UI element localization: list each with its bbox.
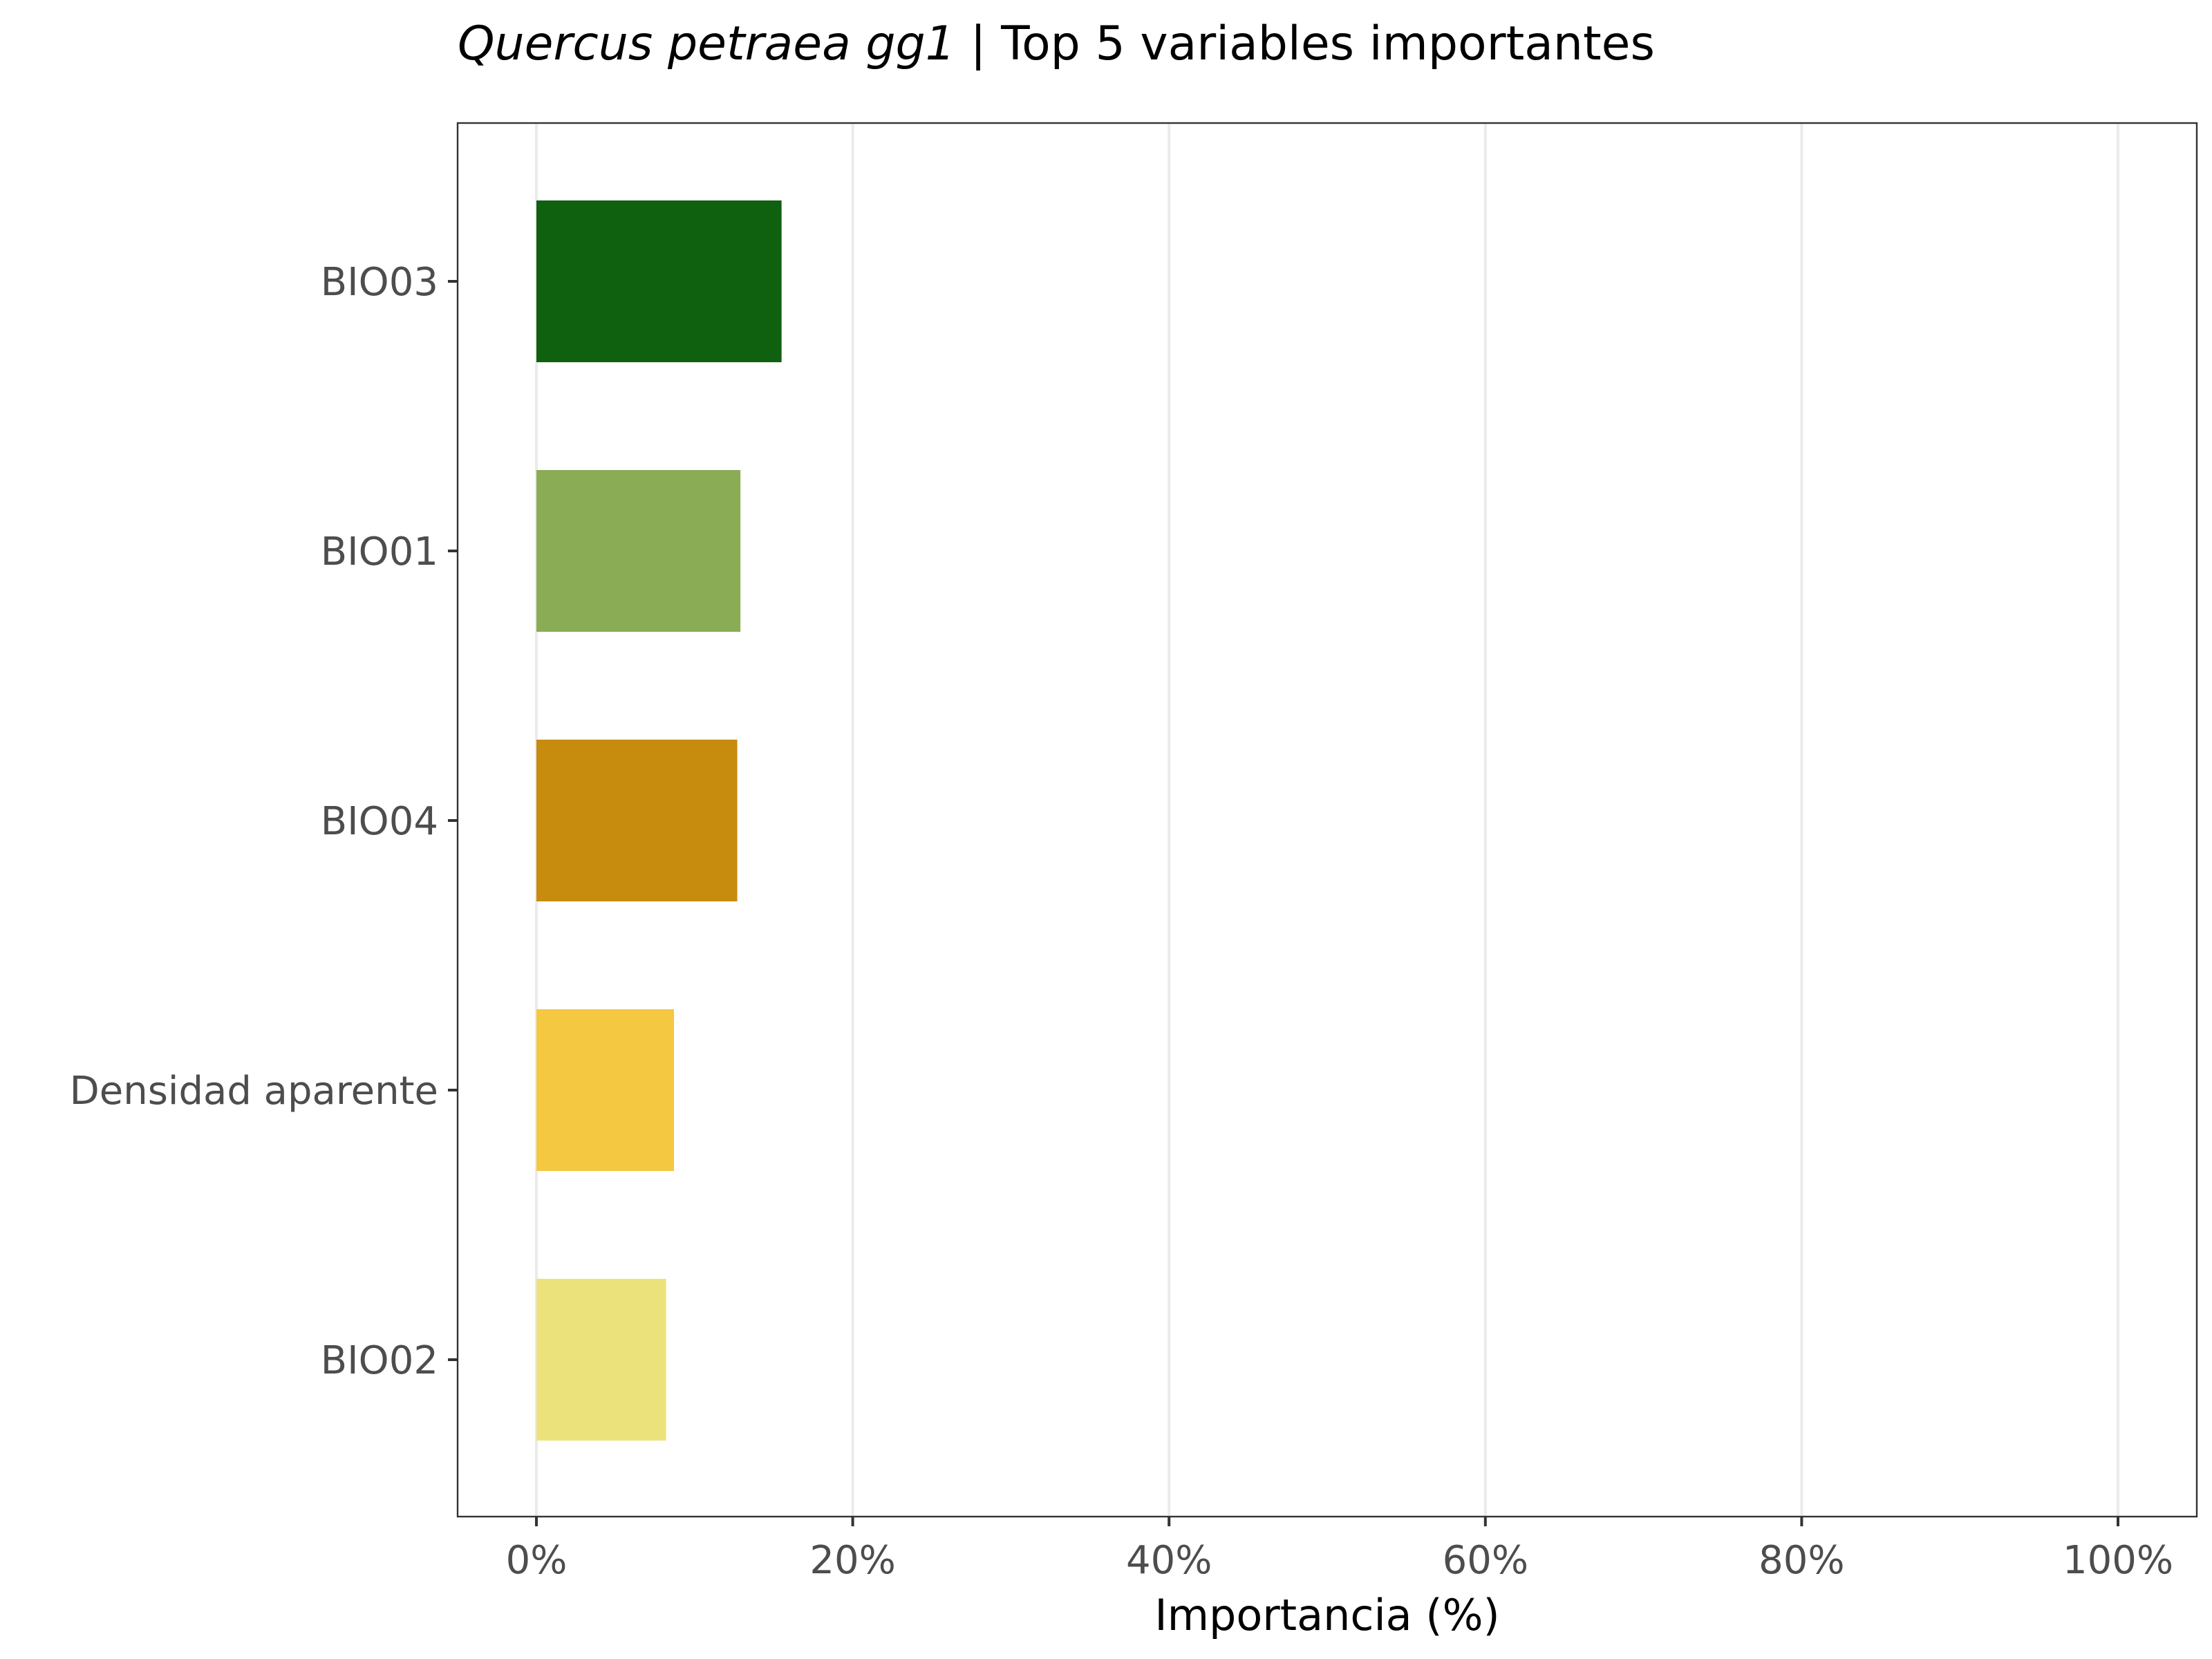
y-tick-label: BIO01	[321, 529, 438, 574]
x-axis-title: Importancia (%)	[1154, 1590, 1499, 1640]
chart-title: Quercus petraea gg1 | Top 5 variables im…	[458, 17, 1655, 71]
bar-bio02	[536, 1279, 666, 1441]
y-tick-label: Densidad aparente	[70, 1069, 438, 1114]
bar-bio03	[536, 200, 782, 362]
y-tick-label: BIO02	[321, 1338, 438, 1383]
x-axis: 0% 20% 40% 60% 80% 100%	[506, 1517, 2173, 1583]
bar-densidad-aparente	[536, 1009, 675, 1171]
y-axis: BIO03 BIO01 BIO04 Densidad aparente BIO02	[70, 260, 458, 1383]
bar-bio01	[536, 470, 741, 632]
bars	[536, 200, 782, 1441]
x-tick-label: 20%	[809, 1538, 895, 1583]
x-tick-label: 60%	[1443, 1538, 1528, 1583]
x-tick-label: 40%	[1126, 1538, 1212, 1583]
x-tick-label: 80%	[1759, 1538, 1844, 1583]
bar-bio04	[536, 740, 738, 901]
y-tick-label: BIO03	[321, 260, 438, 305]
x-tick-label: 0%	[506, 1538, 568, 1583]
chart-title-suffix: | Top 5 variables importantes	[955, 17, 1655, 71]
chart-title-species: Quercus petraea gg1	[458, 17, 955, 71]
y-tick-label: BIO04	[321, 799, 438, 844]
x-tick-label: 100%	[2063, 1538, 2173, 1583]
